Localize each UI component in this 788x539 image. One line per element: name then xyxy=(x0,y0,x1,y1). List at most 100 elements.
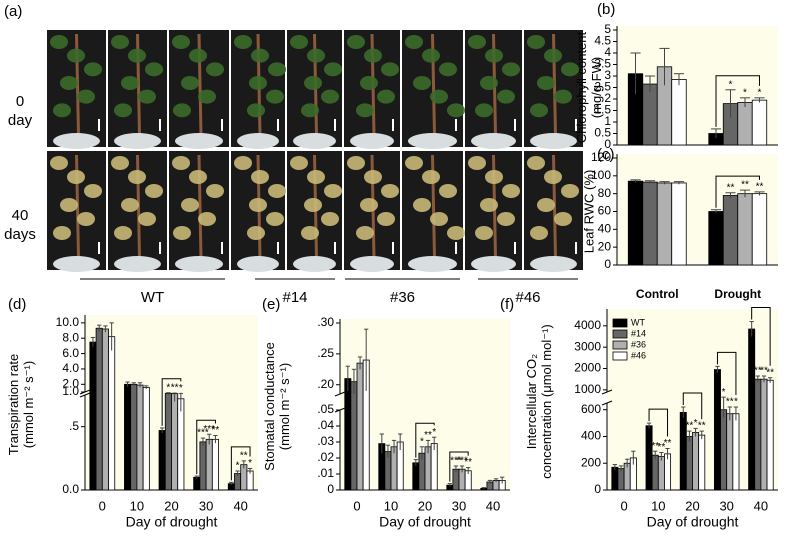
y-tick-label: 1000 xyxy=(574,382,601,396)
y-tick-label: 4 xyxy=(604,45,611,59)
leaf xyxy=(50,35,68,49)
x-tick-label: 40 xyxy=(486,498,500,513)
y-tick-label: .01 xyxy=(317,466,334,480)
leaf xyxy=(561,184,579,198)
x-tick-label: 40 xyxy=(233,498,247,513)
bar xyxy=(158,430,166,491)
leaf xyxy=(356,103,374,118)
x-tick-label: 30 xyxy=(452,498,466,513)
legend-swatch xyxy=(612,318,628,328)
bar xyxy=(412,462,420,491)
leaf xyxy=(544,170,562,184)
leaf xyxy=(251,170,269,184)
leaf xyxy=(266,89,284,104)
y-axis-title: (mg/g FW) xyxy=(589,57,604,118)
y-axis-title: Chlorophyll content xyxy=(574,31,589,143)
y-tick-label: .30 xyxy=(317,315,334,329)
row-label: 0 day xyxy=(7,93,33,129)
significance-label: * xyxy=(236,461,240,472)
y-tick-label: 2000 xyxy=(574,361,601,375)
leaf xyxy=(266,212,284,226)
y-tick-label: 3.5 xyxy=(594,57,611,71)
y-tick-label: 200 xyxy=(581,455,601,469)
leaf xyxy=(249,198,267,212)
pot xyxy=(237,256,279,272)
bar xyxy=(713,369,721,491)
leaf xyxy=(307,170,325,184)
y-tick-label: 5 xyxy=(604,22,611,36)
y-axis-title: Intercellular CO₂ xyxy=(524,354,539,449)
leaf xyxy=(138,212,156,226)
leaf xyxy=(381,184,399,198)
legend-label: #36 xyxy=(631,339,646,349)
x-axis-title: Day of drought xyxy=(647,514,739,530)
leaf xyxy=(377,212,395,226)
y-tick-label: 0.0 xyxy=(62,482,79,496)
leaf xyxy=(111,35,129,49)
bar xyxy=(754,378,762,491)
leaf xyxy=(422,48,440,63)
significance-label: *** xyxy=(203,424,215,435)
leaf xyxy=(364,170,382,184)
leaf xyxy=(247,226,265,240)
bar xyxy=(732,413,740,491)
pot xyxy=(293,256,336,272)
group-label: #36 xyxy=(390,289,415,306)
bar xyxy=(205,438,213,491)
leaf xyxy=(377,89,395,104)
y-axis-title: (mmol m⁻² s⁻¹) xyxy=(277,363,292,450)
leaf xyxy=(77,89,95,104)
leaf xyxy=(121,198,139,212)
y-axis-title: (mmol m⁻² s⁻¹) xyxy=(21,361,36,448)
panel-label: (c) xyxy=(597,146,615,163)
y-tick-label: 0.5 xyxy=(594,126,611,140)
leaf xyxy=(290,35,308,49)
leaf xyxy=(189,48,207,63)
row-label: 40 days xyxy=(4,207,36,243)
legend-label: #46 xyxy=(631,350,646,360)
bar xyxy=(645,425,653,491)
significance-label: ** xyxy=(651,441,659,452)
leaf xyxy=(497,89,515,104)
leaf xyxy=(422,170,440,184)
significance-label: ** xyxy=(240,451,248,462)
bar xyxy=(664,453,672,491)
y-tick-label: .25 xyxy=(317,346,334,360)
x-tick-label: Drought xyxy=(714,287,761,301)
bar xyxy=(199,441,207,491)
significance-label: ** xyxy=(760,366,768,377)
x-tick-label: 30 xyxy=(199,498,213,513)
pot xyxy=(175,133,223,149)
significance-bracket xyxy=(715,75,760,127)
bar xyxy=(671,182,687,266)
leaf xyxy=(304,76,322,90)
bar xyxy=(642,181,658,266)
significance-label: ** xyxy=(424,430,432,441)
bar xyxy=(344,378,352,491)
leaf xyxy=(561,62,579,77)
bar xyxy=(430,443,438,491)
significance-bracket xyxy=(682,392,703,420)
pot xyxy=(350,256,394,272)
leaf xyxy=(307,48,325,63)
y-tick-label: 40 xyxy=(598,222,612,236)
significance-label: ** xyxy=(741,180,749,191)
leaf xyxy=(268,184,286,198)
significance-label: ** xyxy=(756,182,764,193)
leaf xyxy=(439,184,457,198)
leaf xyxy=(468,156,486,170)
y-tick-label: .5 xyxy=(69,419,79,433)
bar xyxy=(211,438,219,491)
pot xyxy=(408,133,457,149)
bar xyxy=(760,378,768,491)
significance-label: * xyxy=(248,458,252,469)
leaf xyxy=(268,62,286,77)
leaf xyxy=(324,62,342,77)
bar xyxy=(751,193,768,266)
leaf xyxy=(502,184,520,198)
leaf xyxy=(84,184,102,198)
leaf xyxy=(347,35,365,49)
leaf xyxy=(554,212,572,226)
bar xyxy=(642,83,658,146)
leaf xyxy=(181,76,199,90)
